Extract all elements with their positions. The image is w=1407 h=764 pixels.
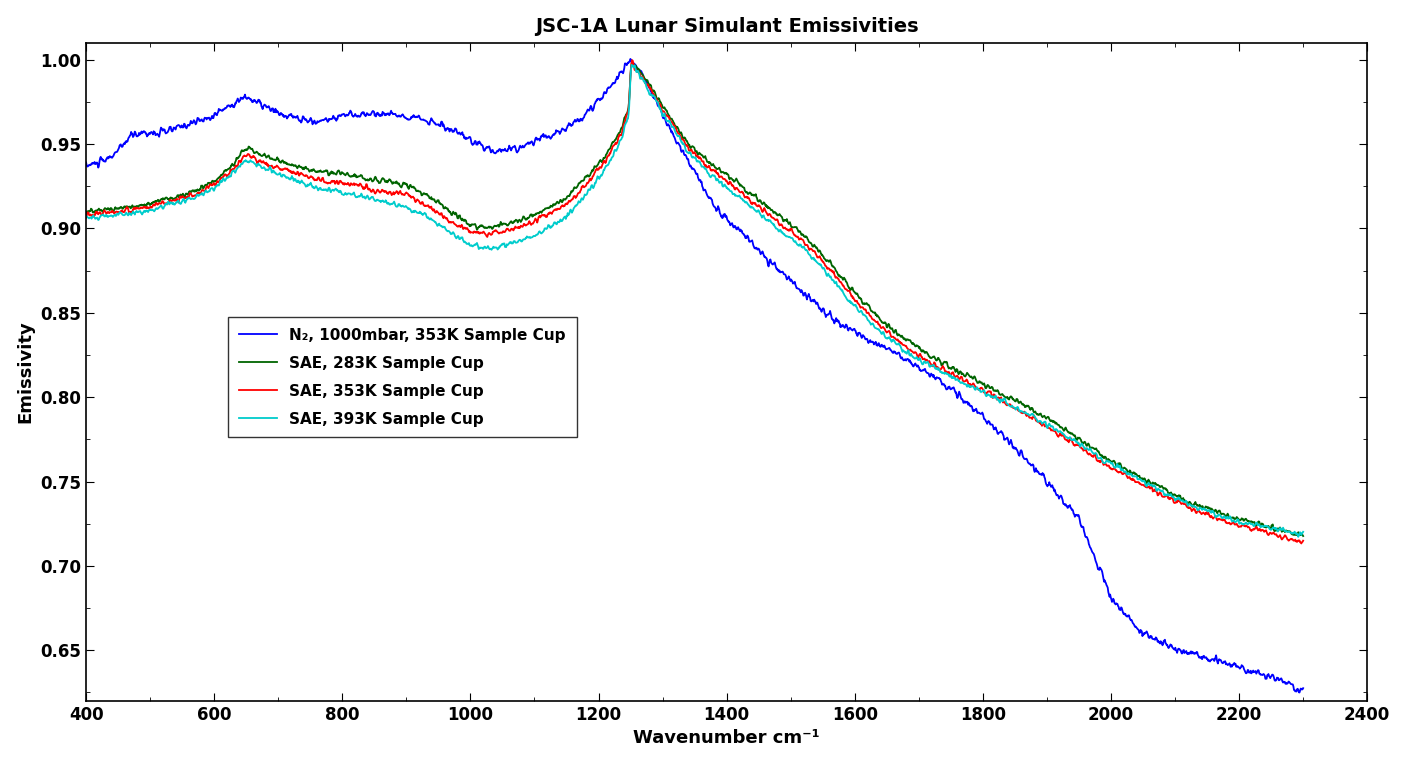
SAE, 393K Sample Cup [1037,417,1054,426]
SAE, 283K Sample Cup [1294,532,1311,541]
Line: N₂, 1000mbar, 353K Sample Cup: N₂, 1000mbar, 353K Sample Cup [86,59,1303,692]
SAE, 353K Sample Cup [139,203,156,212]
SAE, 393K Sample Cup [1290,533,1307,542]
SAE, 393K Sample Cup [637,82,654,91]
N₂, 1000mbar, 353K Sample Cup [1292,688,1309,697]
SAE, 353K Sample Cup [637,79,654,89]
SAE, 353K Sample Cup [1261,530,1278,539]
N₂, 1000mbar, 353K Sample Cup [139,131,156,140]
Title: JSC-1A Lunar Simulant Emissivities: JSC-1A Lunar Simulant Emissivities [535,17,919,36]
SAE, 353K Sample Cup [77,213,94,222]
X-axis label: Wavenumber cm⁻¹: Wavenumber cm⁻¹ [633,730,820,747]
SAE, 393K Sample Cup [670,131,687,141]
SAE, 393K Sample Cup [1294,527,1311,536]
SAE, 283K Sample Cup [670,125,687,134]
N₂, 1000mbar, 353K Sample Cup [637,76,654,86]
SAE, 393K Sample Cup [623,60,640,70]
Line: SAE, 283K Sample Cup: SAE, 283K Sample Cup [86,63,1303,536]
SAE, 393K Sample Cup [139,208,156,217]
SAE, 353K Sample Cup [1293,539,1310,548]
SAE, 353K Sample Cup [623,56,640,65]
SAE, 393K Sample Cup [77,212,94,221]
SAE, 283K Sample Cup [1259,522,1276,531]
N₂, 1000mbar, 353K Sample Cup [1261,669,1278,678]
N₂, 1000mbar, 353K Sample Cup [1259,671,1276,680]
SAE, 353K Sample Cup [670,129,687,138]
SAE, 353K Sample Cup [1259,530,1276,539]
SAE, 283K Sample Cup [623,58,640,67]
SAE, 283K Sample Cup [1037,413,1054,422]
Legend: N₂, 1000mbar, 353K Sample Cup, SAE, 283K Sample Cup, SAE, 353K Sample Cup, SAE, : N₂, 1000mbar, 353K Sample Cup, SAE, 283K… [228,317,577,437]
SAE, 353K Sample Cup [1037,422,1054,431]
SAE, 393K Sample Cup [1261,523,1278,532]
Y-axis label: Emissivity: Emissivity [17,320,35,423]
SAE, 283K Sample Cup [77,209,94,218]
Line: SAE, 393K Sample Cup: SAE, 393K Sample Cup [86,65,1303,537]
SAE, 283K Sample Cup [1261,521,1278,530]
N₂, 1000mbar, 353K Sample Cup [1037,474,1054,483]
SAE, 353K Sample Cup [1294,536,1311,545]
N₂, 1000mbar, 353K Sample Cup [1294,684,1311,693]
SAE, 393K Sample Cup [1259,522,1276,531]
SAE, 283K Sample Cup [637,76,654,85]
N₂, 1000mbar, 353K Sample Cup [77,158,94,167]
Line: SAE, 353K Sample Cup: SAE, 353K Sample Cup [86,60,1303,543]
N₂, 1000mbar, 353K Sample Cup [622,54,639,63]
N₂, 1000mbar, 353K Sample Cup [670,139,687,148]
SAE, 283K Sample Cup [139,198,156,207]
